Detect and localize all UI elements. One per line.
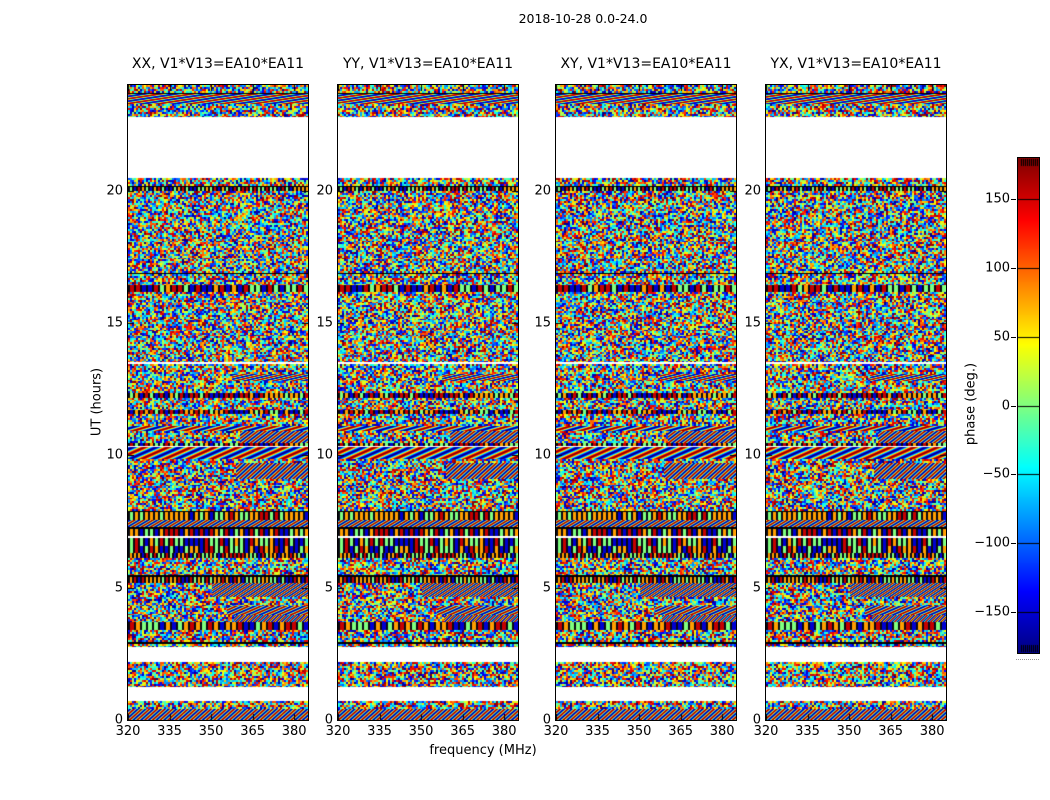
x-axis-label: frequency (MHz) [429, 743, 537, 758]
colorbar-tick-mark [1011, 611, 1016, 613]
y-axis-label: UT (hours) [89, 367, 105, 437]
x-tick-label: 320 [325, 724, 351, 739]
colorbar [1017, 157, 1040, 654]
x-tick-label: 335 [367, 724, 392, 739]
y-tick-label: 10 [534, 447, 551, 463]
x-tick-label: 350 [198, 724, 224, 739]
subplot-title-xy: XY, V1*V13=EA10*EA11 [560, 56, 732, 72]
y-tick-label: 0 [324, 712, 333, 728]
colorbar-tick-mark [1011, 268, 1016, 269]
x-tick-label: 320 [753, 724, 779, 739]
colorbar-tick-label: 150 [985, 191, 1010, 207]
y-tick-label: 15 [534, 315, 551, 331]
y-tick-label: 15 [744, 315, 761, 331]
y-tick-label: 5 [324, 580, 333, 596]
x-tick-label: 350 [626, 724, 652, 739]
heatmap-panel-yy [337, 84, 519, 721]
x-tick-label: 365 [450, 724, 476, 739]
x-tick-label: 365 [878, 724, 904, 739]
y-tick-label: 20 [316, 183, 333, 199]
colorbar-tick-label: 0 [1001, 398, 1010, 413]
x-tick-label: 380 [919, 724, 945, 739]
colorbar-tick-mark [1011, 405, 1016, 407]
y-tick-label: 15 [106, 315, 123, 331]
y-tick-label: 5 [752, 580, 761, 596]
heatmap-panel-xy [555, 84, 737, 721]
x-tick-label: 365 [240, 724, 266, 739]
x-tick-label: 350 [836, 724, 862, 739]
y-tick-label: 15 [316, 315, 333, 331]
x-tick-label: 320 [115, 724, 141, 739]
colorbar-tick-mark [1011, 199, 1016, 201]
x-tick-label: 365 [668, 724, 694, 739]
colorbar-tick-label: −100 [974, 535, 1010, 551]
subplot-title-xx: XX, V1*V13=EA10*EA11 [131, 56, 305, 72]
x-tick-label: 320 [543, 724, 569, 739]
y-tick-label: 5 [542, 580, 551, 596]
y-tick-label: 20 [744, 183, 761, 199]
y-tick-label: 0 [114, 712, 123, 728]
colorbar-tick-label: −150 [974, 604, 1010, 620]
subplot-title-yx: YX, V1*V13=EA10*EA11 [770, 56, 942, 72]
figure-title: 2018-10-28 0.0-24.0 [518, 11, 648, 26]
y-tick-label: 0 [752, 712, 761, 728]
colorbar-dotted-line [1016, 659, 1039, 660]
x-tick-label: 380 [281, 724, 307, 739]
x-tick-label: 335 [585, 724, 610, 739]
colorbar-tick-label: 50 [993, 329, 1010, 345]
y-tick-label: 10 [744, 447, 761, 463]
y-tick-label: 10 [106, 447, 123, 463]
y-tick-label: 20 [534, 183, 551, 199]
x-tick-label: 380 [491, 724, 517, 739]
subplot-title-yy: YY, V1*V13=EA10*EA11 [342, 56, 514, 72]
heatmap-panel-xx [127, 84, 309, 721]
colorbar-tick-label: −50 [982, 466, 1010, 482]
y-tick-label: 5 [114, 580, 123, 596]
y-tick-label: 0 [542, 712, 551, 728]
colorbar-tick-mark [1011, 543, 1016, 544]
x-tick-label: 380 [709, 724, 735, 739]
y-tick-label: 10 [316, 447, 333, 463]
colorbar-tick-mark [1011, 474, 1016, 476]
heatmap-panel-yx [765, 84, 947, 721]
x-tick-label: 335 [795, 724, 820, 739]
x-tick-label: 335 [157, 724, 182, 739]
y-tick-label: 20 [106, 183, 123, 199]
x-tick-label: 350 [408, 724, 434, 739]
colorbar-tick-label: 100 [985, 260, 1010, 276]
colorbar-tick-mark [1011, 336, 1016, 338]
